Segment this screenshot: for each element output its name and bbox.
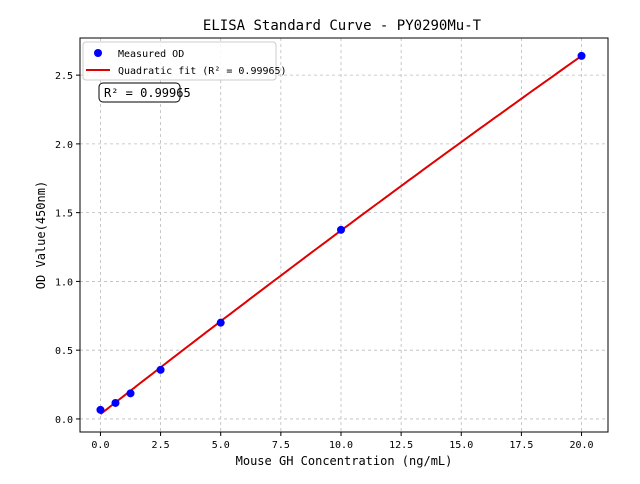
x-tick-label: 7.5 (272, 440, 290, 451)
x-axis-label: Mouse GH Concentration (ng/mL) (236, 454, 453, 468)
x-tick-label: 20.0 (569, 440, 593, 451)
x-tick-label: 2.5 (152, 440, 170, 451)
data-point (577, 51, 586, 60)
y-tick-label: 1.0 (55, 277, 73, 288)
grid (80, 38, 608, 432)
data-point (336, 225, 345, 234)
y-tick-label: 2.0 (55, 140, 73, 151)
fit-line-group (99, 55, 583, 415)
x-tick-label: 5.0 (212, 440, 230, 451)
plot-frame (79, 37, 609, 433)
y-tick-label: 0.5 (55, 346, 73, 357)
y-tick-label: 0.0 (55, 415, 73, 426)
data-point (111, 398, 120, 407)
chart-title: ELISA Standard Curve - PY0290Mu-T (203, 18, 482, 34)
x-tick-label: 10.0 (329, 440, 353, 451)
r2-annotation: R² = 0.99965 (98, 82, 191, 103)
y-tick-label: 1.5 (55, 209, 73, 220)
x-tick-label: 15.0 (449, 440, 473, 451)
fit-line (99, 55, 583, 415)
x-tick-label: 17.5 (509, 440, 533, 451)
data-point (156, 365, 165, 374)
x-tick-label: 12.5 (389, 440, 413, 451)
legend-marker-measured (94, 49, 102, 57)
points-group (96, 51, 586, 414)
data-point (216, 318, 225, 327)
y-tick-label: 2.5 (55, 71, 73, 82)
data-point (126, 389, 135, 398)
legend-label-measured: Measured OD (118, 49, 184, 60)
legend-label-fit: Quadratic fit (R² = 0.99965) (118, 66, 287, 77)
x-tick-label: 0.0 (91, 440, 109, 451)
data-point (96, 405, 105, 414)
ticks: 0.0 2.5 5.0 7.5 10.0 12.5 15.0 17.5 20.0 0.0 0.5 1.… (55, 71, 594, 451)
legend: Measured OD Quadratic fit (R² = 0.99965) (82, 41, 287, 81)
r2-annotation-text: R² = 0.99965 (104, 86, 191, 100)
y-axis-label: OD Value(450nm) (34, 181, 48, 289)
